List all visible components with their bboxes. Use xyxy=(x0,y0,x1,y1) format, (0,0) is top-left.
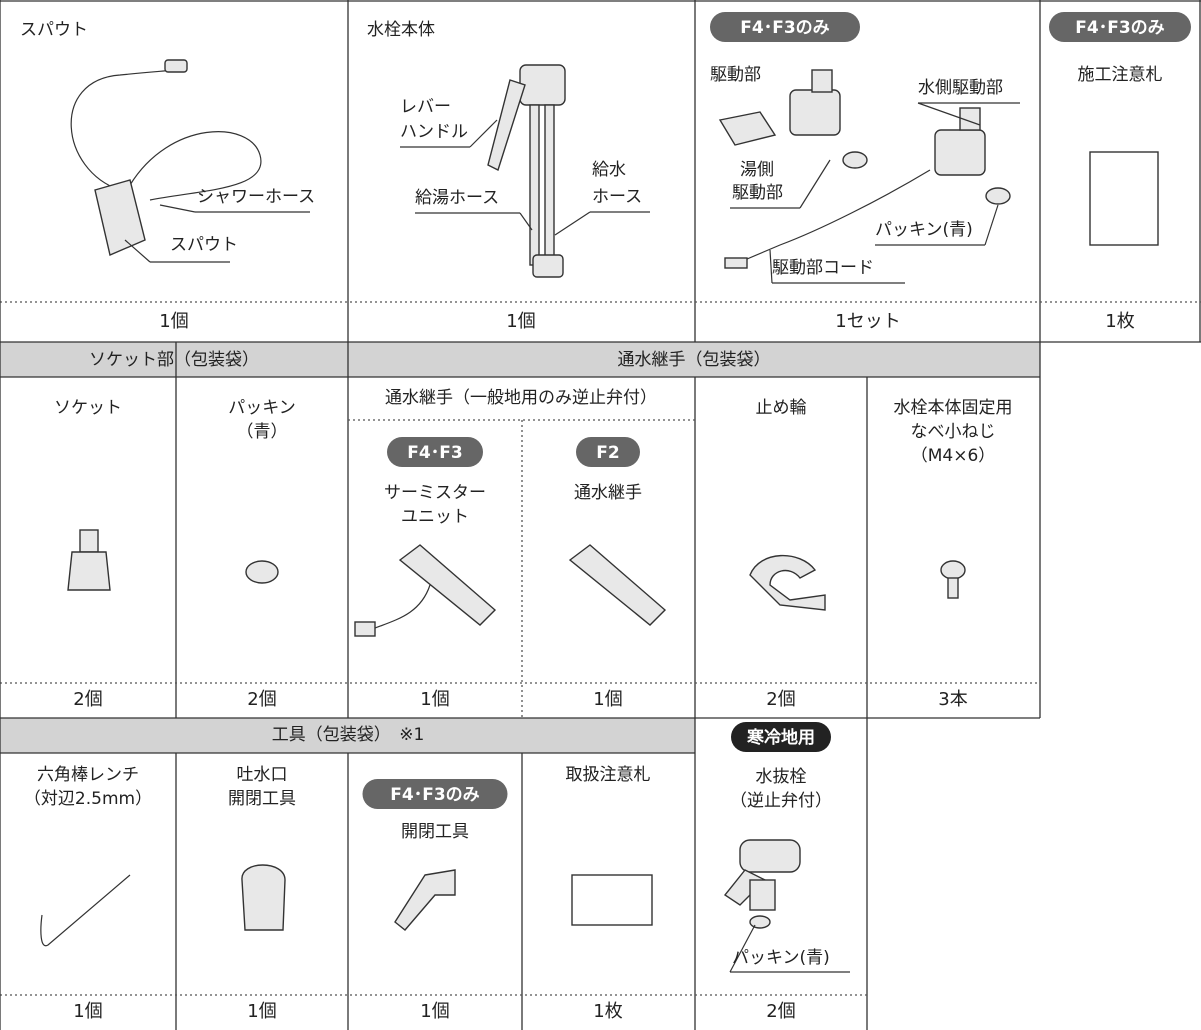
badge: F4･F3のみ xyxy=(1075,18,1164,38)
item-label: なべ小ねじ xyxy=(911,422,996,442)
callout: スパウト xyxy=(170,235,238,255)
callout-leader xyxy=(984,204,999,246)
quantity: 2個 xyxy=(247,689,276,710)
callout: 水側駆動部 xyxy=(918,78,1003,98)
spout-illustration xyxy=(70,59,262,256)
callout: 駆動部 xyxy=(732,183,783,203)
badge: F4･F3のみ xyxy=(740,18,829,38)
drive-unit-illustration xyxy=(718,69,1011,269)
quantity: 1セット xyxy=(835,311,900,332)
group-header: ソケット部（包装袋） xyxy=(89,350,259,370)
callout-leader xyxy=(469,119,498,148)
callout: パッキン(青) xyxy=(732,948,830,968)
item-label: 通水継手 xyxy=(574,483,642,503)
faucet-body-illustration xyxy=(487,64,566,278)
item-label: 吐水口 xyxy=(237,765,288,785)
subgroup-header: 通水継手（一般地用のみ逆止弁付） xyxy=(385,388,657,408)
badge: F4･F3 xyxy=(407,443,462,463)
item-label: （M4×6） xyxy=(911,446,996,466)
badge-bg xyxy=(1049,12,1191,42)
quantity: 2個 xyxy=(766,689,795,710)
callout: レバー xyxy=(400,97,451,117)
badge-bg xyxy=(576,437,640,467)
callout: 駆動部コード xyxy=(772,258,874,278)
item-label: （対辺2.5mm） xyxy=(24,789,152,809)
quantity: 1枚 xyxy=(1105,311,1134,332)
group-header-bg xyxy=(0,342,1040,377)
drain-plug-illustration xyxy=(723,839,801,929)
callout-leader xyxy=(554,211,591,236)
callout: 給水 xyxy=(592,160,626,180)
callout-leader xyxy=(519,212,533,231)
quantity: 1個 xyxy=(73,1001,102,1022)
quantity: 1枚 xyxy=(593,1001,622,1022)
badge-bg xyxy=(710,12,860,42)
callout-leader xyxy=(769,249,773,284)
item-label: ユニット xyxy=(401,507,469,527)
packing-illustration xyxy=(245,560,279,584)
opener-illustration xyxy=(241,864,286,931)
callout-leader xyxy=(159,204,196,213)
callout-leader xyxy=(799,159,831,209)
callout-leader xyxy=(917,102,981,126)
item-label: サーミスター xyxy=(384,483,486,503)
quantity: 1個 xyxy=(420,689,449,710)
item-label: パッキン xyxy=(228,398,296,418)
quantity: 1個 xyxy=(159,311,188,332)
quantity: 1個 xyxy=(593,689,622,710)
item-label: 取扱注意札 xyxy=(566,765,651,785)
item-label: 止め輪 xyxy=(756,398,807,418)
retaining-ring-illustration xyxy=(749,554,826,611)
badge: F2 xyxy=(596,443,619,463)
item-label: 水栓本体 xyxy=(367,20,435,40)
callout: ホース xyxy=(592,187,642,207)
item-label: 六角棒レンチ xyxy=(37,765,139,785)
callout-leader xyxy=(729,924,756,973)
group-header: 工具（包装袋） ※1 xyxy=(272,725,425,745)
badge-bg xyxy=(387,437,483,467)
socket-illustration xyxy=(67,529,111,591)
item-label: （青） xyxy=(237,422,288,442)
thermistor-illustration xyxy=(354,544,497,637)
callout: シャワーホース xyxy=(197,187,315,207)
quantity: 2個 xyxy=(73,689,102,710)
item-label: 開閉工具 xyxy=(401,822,469,842)
callout: ハンドル xyxy=(400,122,468,142)
quantity: 1個 xyxy=(420,1001,449,1022)
badge-bg xyxy=(731,722,831,752)
group-header: 通水継手（包装袋） xyxy=(618,350,771,370)
callout-leader xyxy=(124,239,151,263)
hex-wrench-illustration xyxy=(40,874,131,947)
callout: パッキン(青) xyxy=(875,220,973,240)
tag-illustration xyxy=(1089,151,1159,246)
joint-illustration xyxy=(568,544,667,626)
badge-bg xyxy=(362,779,508,809)
screw-illustration xyxy=(940,560,966,599)
group-header-bg xyxy=(0,718,695,753)
tag-illustration xyxy=(571,874,653,926)
quantity: 1個 xyxy=(506,311,535,332)
badge: F4･F3のみ xyxy=(390,785,479,805)
quantity: 1個 xyxy=(247,1001,276,1022)
badge: 寒冷地用 xyxy=(746,727,815,748)
item-label: 施工注意札 xyxy=(1078,65,1163,85)
callout: 給湯ホース xyxy=(415,188,499,208)
item-label: 水抜栓 xyxy=(756,767,807,787)
quantity: 3本 xyxy=(938,689,967,710)
item-label: 開閉工具 xyxy=(228,789,296,809)
item-label: （逆止弁付） xyxy=(730,791,832,811)
item-label: スパウト xyxy=(20,20,88,40)
item-label: 駆動部 xyxy=(710,65,761,85)
item-label: 水栓本体固定用 xyxy=(894,398,1013,418)
opener-tool-illustration xyxy=(394,869,456,931)
quantity: 2個 xyxy=(766,1001,795,1022)
callout: 湯側 xyxy=(740,160,774,180)
item-label: ソケット xyxy=(54,398,122,418)
